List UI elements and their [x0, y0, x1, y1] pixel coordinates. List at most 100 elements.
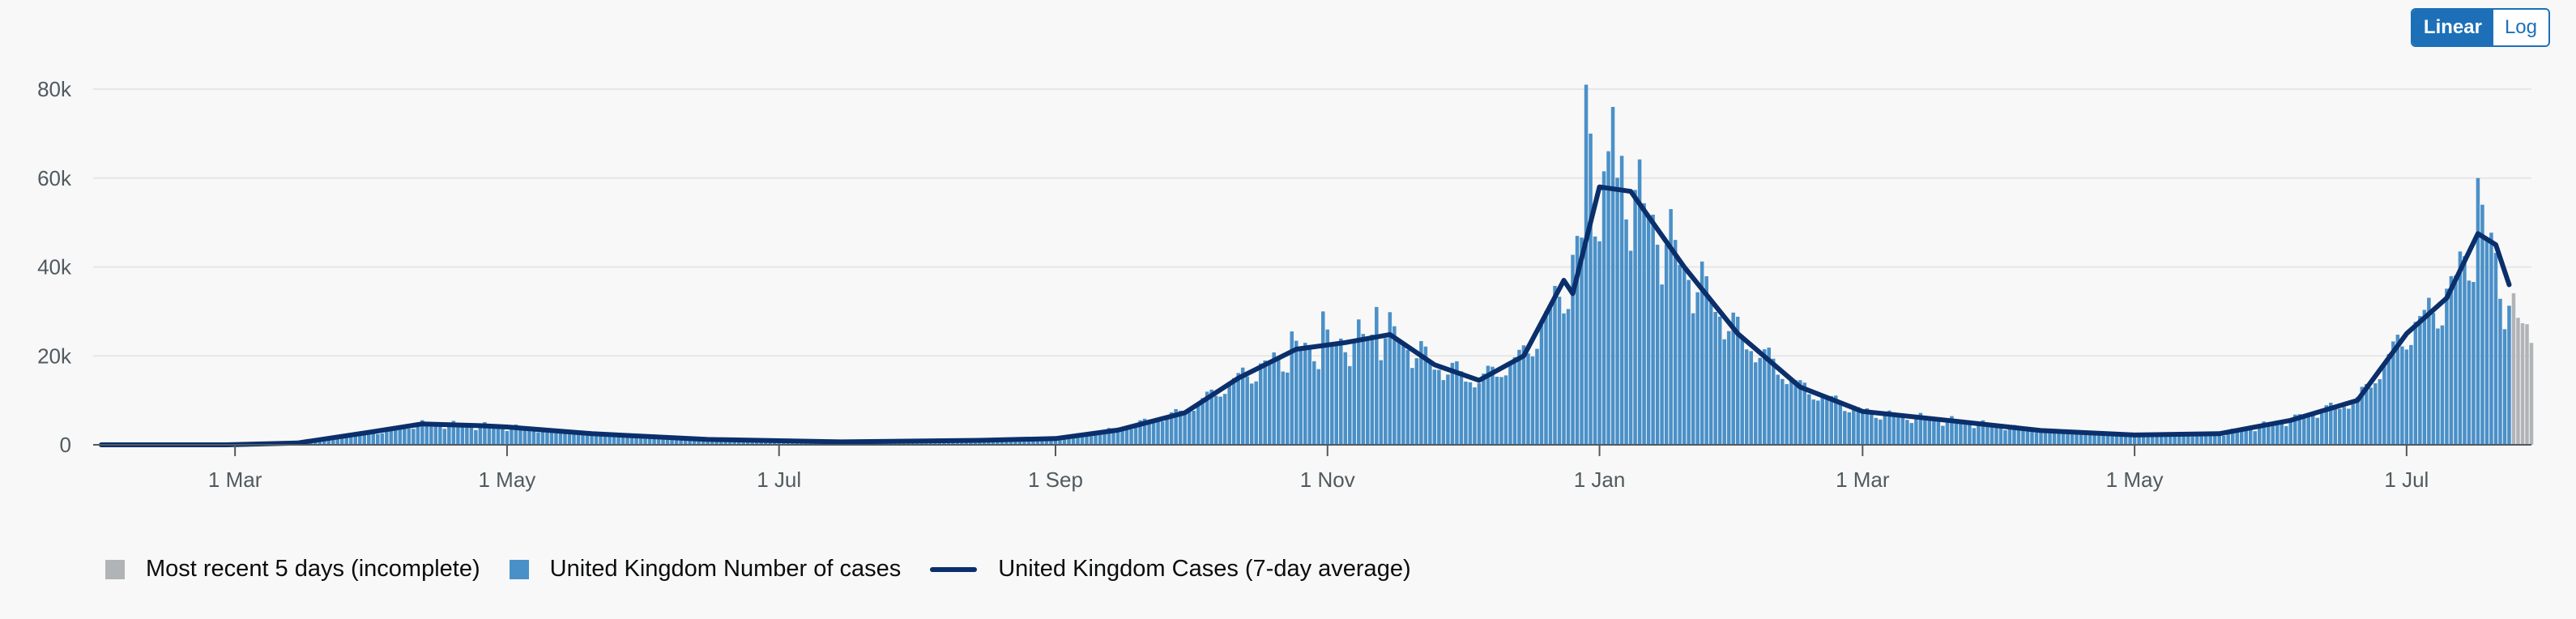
- cases-bar: [576, 431, 581, 445]
- x-tick-label: 1 May: [479, 467, 536, 492]
- cases-bar: [599, 435, 603, 445]
- linear-scale-button[interactable]: Linear: [2412, 10, 2493, 45]
- cases-bar: [2445, 288, 2449, 445]
- cases-bar: [2320, 413, 2324, 445]
- cases-bar: [331, 438, 335, 445]
- cases-bar: [1178, 410, 1183, 445]
- cases-bar: [1022, 438, 1026, 445]
- cases-bar: [2012, 425, 2016, 445]
- cases-bar: [567, 433, 572, 445]
- x-tick-label: 1 Jan: [1574, 467, 1626, 492]
- cases-bar: [518, 426, 522, 445]
- cases-bar: [527, 429, 531, 445]
- cases-bar: [1482, 374, 1486, 445]
- cases-bar: [1080, 433, 1085, 445]
- legend-label-cases: United Kingdom Number of cases: [549, 556, 902, 582]
- cases-bar: [2146, 433, 2150, 445]
- cases-bar: [501, 427, 505, 445]
- cases-bar: [2083, 431, 2088, 445]
- cases-bar: [2203, 433, 2208, 445]
- cases-bar: [1535, 348, 1539, 445]
- cases-bar: [1642, 203, 1646, 445]
- cases-bar: [2075, 431, 2079, 445]
- cases-bar: [1695, 292, 1700, 445]
- cases-bar: [1521, 345, 1526, 445]
- cases-bar: [1593, 236, 1597, 445]
- x-tick-label: 1 Jul: [2384, 467, 2429, 492]
- cases-bar: [1664, 244, 1669, 445]
- incomplete-bar: [2529, 343, 2534, 445]
- cases-bar: [1883, 412, 1887, 445]
- cases-bar: [1441, 380, 1446, 445]
- cases-bar: [1245, 376, 1249, 445]
- cases-bar: [1192, 410, 1196, 445]
- cases-bar: [424, 423, 429, 445]
- cases-bar: [1717, 316, 1722, 445]
- cases-bar: [2101, 433, 2105, 445]
- cases-bar: [1530, 356, 1535, 445]
- cases-bar: [634, 435, 638, 445]
- legend-item-average: United Kingdom Cases (7-day average): [930, 556, 1411, 583]
- cases-bar: [545, 428, 549, 445]
- cases-bar: [1753, 362, 1758, 445]
- cases-bar: [2235, 429, 2239, 445]
- cases-bar: [2186, 435, 2190, 445]
- cases-bar: [1267, 361, 1272, 445]
- cases-bar: [1361, 334, 1366, 445]
- cases-bar: [1272, 352, 1276, 445]
- cases-bar: [318, 441, 322, 445]
- cases-bar: [1334, 341, 1339, 445]
- cases-bar: [1281, 371, 1285, 445]
- incomplete-bar: [2516, 318, 2520, 445]
- cases-bar: [1254, 381, 1258, 445]
- cases-bar: [674, 438, 679, 445]
- cases-bar: [2173, 434, 2177, 445]
- cases-bar: [2472, 281, 2476, 445]
- cases-bar: [1325, 329, 1330, 445]
- cases-bar: [2150, 434, 2155, 445]
- cases-bar: [536, 432, 540, 445]
- cases-bar: [2025, 429, 2030, 445]
- cases-bar: [688, 439, 692, 445]
- axes: 0 20k 40k 60k 80k 1 Mar 1 May 1 Jul 1 Sep 1 Nov 1 …: [37, 77, 2531, 492]
- cases-bar: [1678, 264, 1682, 445]
- cases-bar: [1932, 417, 1936, 445]
- cases-bar: [398, 425, 403, 445]
- cases-bar: [1165, 417, 1169, 445]
- cases-bar: [2342, 407, 2347, 445]
- cases-bar: [1098, 434, 1102, 445]
- cases-bar: [2096, 434, 2101, 445]
- cases-bar: [1414, 358, 1419, 445]
- cases-bar: [625, 436, 629, 445]
- cases-bar: [2123, 436, 2128, 445]
- cases-bar: [1580, 237, 1584, 445]
- cases-bar: [1209, 389, 1213, 445]
- cases-bar: [1927, 417, 1932, 445]
- cases-bar: [1740, 335, 1744, 445]
- cases-bar: [1660, 284, 1664, 445]
- cases-bar: [665, 437, 670, 445]
- cases-bar: [692, 439, 697, 445]
- cases-bar: [1575, 236, 1580, 445]
- cases-bar: [2436, 328, 2440, 445]
- cases-bar: [2181, 433, 2186, 445]
- cases-bar: [1900, 414, 1905, 445]
- cases-bar: [358, 434, 362, 445]
- cases-bar: [679, 437, 683, 445]
- cases-bar: [1276, 358, 1281, 445]
- cases-bar: [2194, 433, 2199, 445]
- cases-bar: [2297, 414, 2302, 445]
- log-scale-button[interactable]: Log: [2493, 10, 2548, 45]
- cases-bar: [2217, 434, 2221, 445]
- cases-bar: [1201, 398, 1205, 445]
- cases-bar: [2105, 433, 2110, 445]
- cases-bar: [1111, 428, 1115, 445]
- cases-bar: [2404, 349, 2409, 445]
- cases-bar: [420, 420, 424, 445]
- cases-bar: [2302, 416, 2306, 445]
- cases-bar: [638, 435, 643, 445]
- cases-bar: [1646, 216, 1651, 445]
- cases-bar: [2454, 275, 2458, 445]
- cases-bar: [514, 424, 518, 445]
- cases-bars: [104, 84, 2534, 446]
